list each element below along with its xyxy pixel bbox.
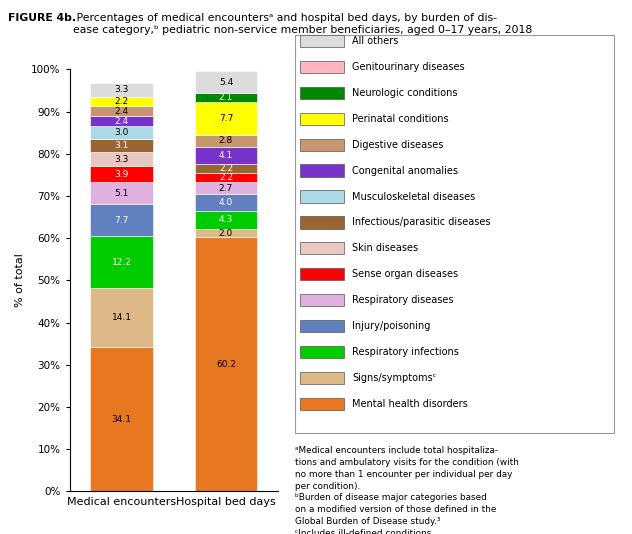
Text: Mental health disorders: Mental health disorders <box>352 399 468 409</box>
Text: 2.4: 2.4 <box>114 107 129 116</box>
Bar <box>90 204 153 237</box>
Bar <box>90 183 153 204</box>
Text: 2.2: 2.2 <box>219 174 233 182</box>
Text: Neurologic conditions: Neurologic conditions <box>352 88 458 98</box>
Bar <box>195 237 257 491</box>
Bar <box>195 147 257 164</box>
Text: 2.0: 2.0 <box>219 229 233 238</box>
Text: Congenital anomalies: Congenital anomalies <box>352 166 458 176</box>
Bar <box>90 106 153 116</box>
Text: 3.3: 3.3 <box>114 154 129 163</box>
Bar <box>195 93 257 103</box>
Text: All others: All others <box>352 36 398 46</box>
Text: Sense organ diseases: Sense organ diseases <box>352 269 458 279</box>
Text: 2.7: 2.7 <box>219 184 233 193</box>
Text: 5.4: 5.4 <box>219 77 233 87</box>
Text: 7.7: 7.7 <box>219 114 233 123</box>
Text: 2.1: 2.1 <box>219 93 233 103</box>
Text: Perinatal conditions: Perinatal conditions <box>352 114 449 124</box>
Text: 7.7: 7.7 <box>114 216 129 225</box>
Text: Injury/poisoning: Injury/poisoning <box>352 321 430 331</box>
Bar <box>90 127 153 139</box>
Text: 2.2: 2.2 <box>114 97 129 106</box>
Text: Genitourinary diseases: Genitourinary diseases <box>352 62 465 72</box>
Text: 14.1: 14.1 <box>112 313 131 322</box>
Text: Skin diseases: Skin diseases <box>352 244 418 253</box>
Text: ᵃMedical encounters include total hospitaliza-
tions and ambulatory visits for t: ᵃMedical encounters include total hospit… <box>295 446 519 534</box>
Text: Respiratory diseases: Respiratory diseases <box>352 295 454 305</box>
Bar <box>90 152 153 166</box>
Text: Musculoskeletal diseases: Musculoskeletal diseases <box>352 192 475 201</box>
Text: Digestive diseases: Digestive diseases <box>352 140 444 150</box>
Text: 34.1: 34.1 <box>112 415 131 424</box>
Text: 3.9: 3.9 <box>114 170 129 179</box>
Bar <box>195 164 257 173</box>
Text: Signs/symptomsᶜ: Signs/symptomsᶜ <box>352 373 436 383</box>
Bar <box>195 211 257 229</box>
Text: 12.2: 12.2 <box>112 258 131 266</box>
Text: 4.0: 4.0 <box>219 198 233 207</box>
Bar <box>195 229 257 237</box>
Bar <box>90 116 153 127</box>
Bar <box>195 194 257 211</box>
Text: Percentages of medical encountersᵃ and hospital bed days, by burden of dis-
ease: Percentages of medical encountersᵃ and h… <box>73 13 533 35</box>
Text: Infectious/parasitic diseases: Infectious/parasitic diseases <box>352 217 490 227</box>
Text: 5.1: 5.1 <box>114 189 129 198</box>
Bar <box>195 135 257 147</box>
Bar <box>90 348 153 491</box>
Text: Respiratory infections: Respiratory infections <box>352 347 459 357</box>
Bar <box>195 103 257 135</box>
Y-axis label: % of total: % of total <box>15 254 25 307</box>
Text: 3.1: 3.1 <box>114 141 129 150</box>
Bar <box>90 237 153 288</box>
Bar <box>90 288 153 348</box>
Text: 3.0: 3.0 <box>114 128 129 137</box>
Text: 4.1: 4.1 <box>219 151 233 160</box>
Bar <box>90 97 153 106</box>
Text: 60.2: 60.2 <box>216 360 236 369</box>
Bar <box>195 173 257 183</box>
Text: 2.4: 2.4 <box>114 117 129 126</box>
Text: FIGURE 4b.: FIGURE 4b. <box>8 13 76 23</box>
Text: 4.3: 4.3 <box>219 215 233 224</box>
Text: 2.2: 2.2 <box>219 164 233 173</box>
Bar <box>90 166 153 183</box>
Bar <box>195 70 257 93</box>
Bar <box>90 83 153 97</box>
Bar <box>90 139 153 152</box>
Text: 3.3: 3.3 <box>114 85 129 95</box>
Text: 2.8: 2.8 <box>219 136 233 145</box>
Bar <box>195 183 257 194</box>
